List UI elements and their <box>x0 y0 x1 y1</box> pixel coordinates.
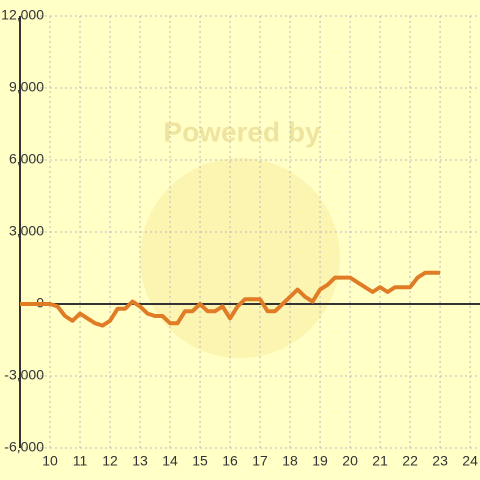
x-tick-label: 21 <box>372 453 388 469</box>
x-tick-label: 15 <box>192 453 208 469</box>
x-tick-label: 19 <box>312 453 328 469</box>
y-tick-label: -6,000 <box>4 439 44 455</box>
x-tick-label: 18 <box>282 453 298 469</box>
x-tick-label: 13 <box>132 453 148 469</box>
x-tick-label: 24 <box>462 453 478 469</box>
y-tick-label: 3,000 <box>9 223 44 239</box>
y-tick-label: -3,000 <box>4 367 44 383</box>
x-tick-label: 12 <box>102 453 118 469</box>
x-tick-label: 22 <box>402 453 418 469</box>
x-tick-label: 16 <box>222 453 238 469</box>
y-tick-label: 12,000 <box>1 7 44 23</box>
y-tick-label: 6,000 <box>9 151 44 167</box>
watermark: Powered by <box>163 116 321 147</box>
x-tick-label: 17 <box>252 453 268 469</box>
data-line <box>20 270 441 328</box>
x-tick-label: 23 <box>432 453 448 469</box>
y-tick-label: 9,000 <box>9 79 44 95</box>
x-tick-label: 20 <box>342 453 358 469</box>
x-tick-label: 14 <box>162 453 178 469</box>
x-tick-label: 10 <box>42 453 58 469</box>
x-tick-label: 11 <box>73 453 88 469</box>
